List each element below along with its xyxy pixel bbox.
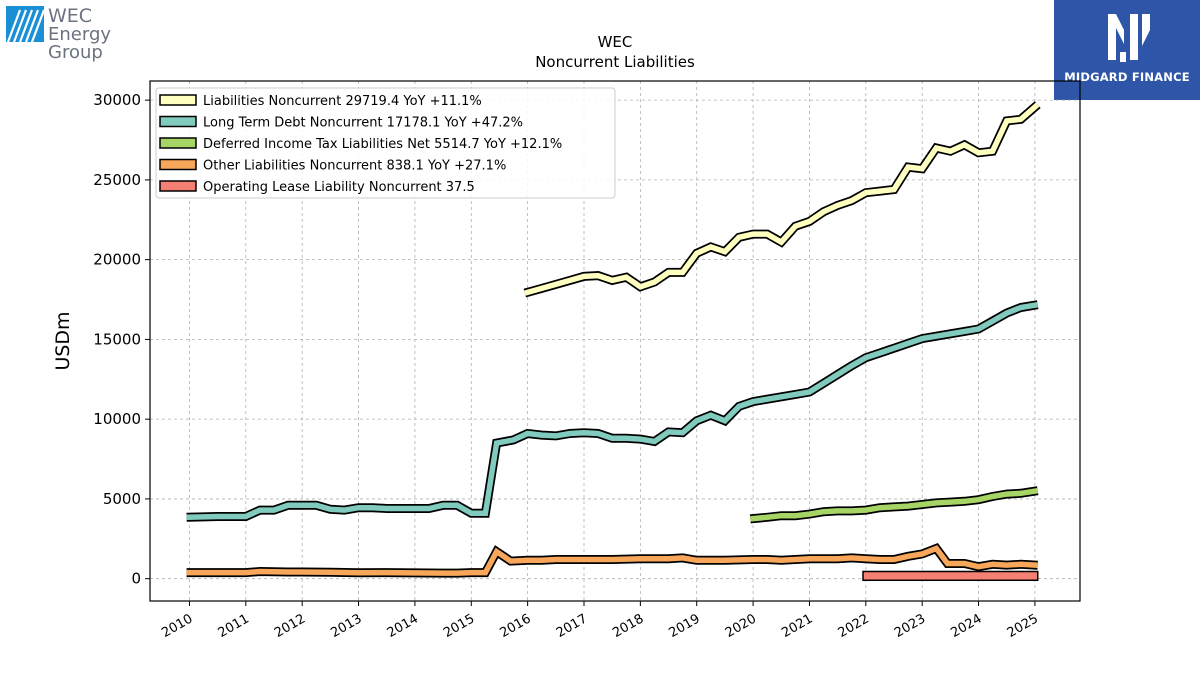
series-outline-long-term-debt-noncurrent	[186, 300, 1039, 522]
y-axis: 0 5000 10000 15000 20000 25000 30000	[93, 91, 150, 588]
x-tick-label: 2023	[892, 611, 928, 641]
legend-label: Other Liabilities Noncurrent 838.1 YoY +…	[203, 159, 506, 174]
series-other-liabilities-noncurrent	[186, 545, 1038, 576]
series-layer	[186, 101, 1041, 582]
x-tick-label: 2012	[272, 611, 308, 641]
legend-swatch	[159, 180, 197, 192]
chart-title: WEC	[598, 33, 633, 51]
midgard-finance-logo: MIDGARD FINANCE	[1054, 0, 1200, 100]
x-tick-label: 2016	[497, 611, 533, 641]
legend-label: Deferred Income Tax Liabilities Net 5514…	[203, 137, 562, 152]
plot-frame	[149, 80, 1081, 602]
wec-logo-text: WEC	[48, 5, 93, 27]
legend-swatch	[159, 158, 197, 171]
y-tick-label: 20000	[93, 251, 141, 269]
y-axis-label: USDm	[52, 311, 74, 370]
x-tick-label: 2011	[216, 611, 252, 641]
x-tick-label: 2014	[385, 611, 421, 641]
y-tick-label: 5000	[103, 490, 141, 508]
x-axis: 2010 2011 2012 2013 2014 2015 2016 2017 2018 2019…	[159, 601, 1041, 641]
chart-subtitle: Noncurrent Liabilities	[535, 53, 695, 71]
legend-swatch	[159, 115, 197, 128]
legend-label: Operating Lease Liability Noncurrent 37.…	[203, 180, 475, 195]
x-tick-label: 2025	[1005, 611, 1041, 641]
x-tick-label: 2018	[610, 611, 646, 641]
y-tick-label: 15000	[93, 330, 141, 348]
y-tick-label: 10000	[93, 410, 141, 428]
midgard-logo-text: MIDGARD FINANCE	[1064, 70, 1190, 84]
series-operating-lease-liability-noncurrent	[862, 570, 1039, 582]
series-long-term-debt-noncurrent	[186, 301, 1039, 521]
series-liabilities-noncurrent	[524, 102, 1040, 296]
x-tick-label: 2010	[159, 611, 195, 641]
wec-logo: WEC Energy Group	[6, 5, 166, 62]
series-deferred-income-tax-liabilities-net	[750, 487, 1039, 522]
y-tick-label: 25000	[93, 171, 141, 189]
x-tick-label: 2021	[779, 611, 815, 641]
midgard-logo-mark-icon	[1108, 14, 1150, 62]
y-tick-label: 30000	[93, 91, 141, 109]
wec-logo-subtext: Energy Group	[48, 24, 112, 63]
legend-swatch	[159, 94, 197, 106]
x-tick-label: 2020	[723, 611, 759, 641]
legend-label: Long Term Debt Noncurrent 17178.1 YoY +4…	[203, 116, 523, 131]
x-tick-label: 2013	[328, 611, 364, 641]
x-tick-label: 2017	[554, 611, 590, 641]
x-tick-label: 2019	[667, 611, 703, 641]
legend-box	[155, 87, 616, 199]
legend-swatch	[159, 137, 197, 149]
x-tick-label: 2024	[948, 611, 984, 641]
legend-label: Liabilities Noncurrent 29719.4 YoY +11.1…	[203, 94, 482, 109]
legend: Liabilities Noncurrent 29719.4 YoY +11.1…	[155, 87, 616, 199]
x-tick-label: 2015	[441, 611, 477, 641]
x-tick-label: 2022	[836, 611, 872, 641]
wec-logo-mark-icon	[6, 6, 44, 42]
y-tick-label: 0	[131, 570, 141, 588]
